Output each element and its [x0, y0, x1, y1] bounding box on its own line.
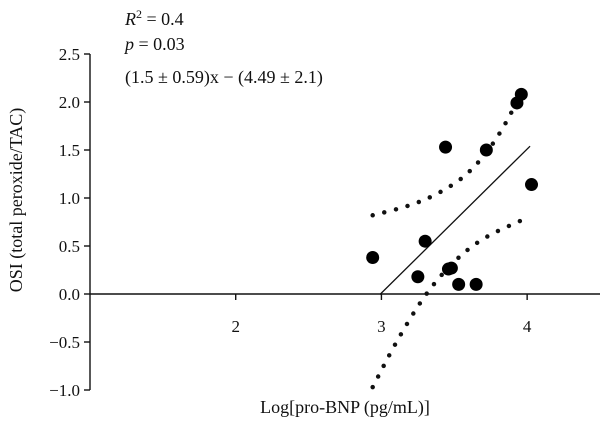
p-symbol: p [123, 34, 134, 54]
y-tick-label: 0.0 [59, 285, 80, 304]
p-value-annotation: p = 0.03 [123, 34, 185, 54]
y-tick-label: 2.5 [59, 45, 80, 64]
data-point [514, 87, 528, 101]
r-squared-annotation: R2 = 0.4 [124, 7, 184, 29]
data-point [418, 234, 432, 248]
data-point [452, 277, 466, 291]
x-tick-label: 3 [377, 317, 386, 336]
r-squared-value: = 0.4 [142, 9, 184, 29]
y-tick-label: 2.0 [59, 93, 80, 112]
y-tick-label: −1.0 [49, 381, 80, 400]
y-tick-label: 1.5 [59, 141, 80, 160]
y-axis-title: OSI (total peroxide/TAC) [6, 108, 27, 293]
data-point [439, 140, 453, 154]
regression-line [379, 145, 531, 295]
confidence-band-upper [370, 79, 530, 218]
data-point [469, 277, 483, 291]
r-squared-symbol: R [124, 9, 136, 29]
data-point [444, 261, 458, 275]
p-value: = 0.03 [134, 34, 185, 54]
axes: −1.0 −0.5 0.0 0.5 1.0 1.5 2.0 2.5 2 3 4 [49, 45, 600, 400]
data-point [479, 143, 493, 157]
x-tick-label: 2 [231, 317, 240, 336]
stats-annotations: R2 = 0.4 p = 0.03 (1.5 ± 0.59)x − (4.49 … [123, 7, 323, 88]
confidence-band-lower [370, 216, 527, 390]
x-tick-label: 4 [523, 317, 532, 336]
regression-line-group [379, 145, 531, 295]
y-tick-label: −0.5 [49, 333, 80, 352]
regression-equation: (1.5 ± 0.59)x − (4.49 ± 2.1) [125, 67, 323, 88]
data-point [411, 270, 425, 284]
confidence-band [370, 79, 530, 390]
y-tick-label: 1.0 [59, 189, 80, 208]
y-tick-label: 0.5 [59, 237, 80, 256]
data-points [366, 87, 539, 291]
data-point [525, 178, 539, 192]
x-axis-title: Log[pro-BNP (pg/mL)] [260, 397, 430, 418]
r-squared-superscript: 2 [136, 7, 142, 21]
data-point [366, 251, 380, 265]
